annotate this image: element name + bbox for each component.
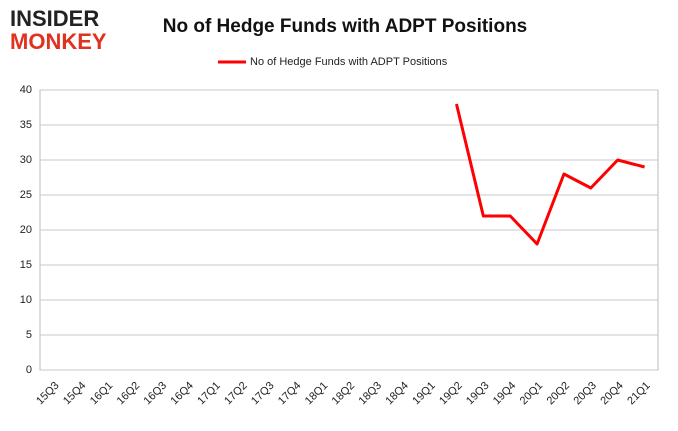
y-tick-label: 35 [20,119,32,131]
y-tick-label: 30 [20,154,32,166]
y-tick-label: 10 [20,294,32,306]
y-tick-label: 5 [26,329,32,341]
chart-title: No of Hedge Funds with ADPT Positions [163,16,528,37]
y-tick-label: 40 [20,84,32,96]
logo-line2: MONKEY [10,29,107,54]
y-tick-label: 25 [20,189,32,201]
data-line [455,103,645,246]
logo-line1: INSIDER [10,6,99,31]
legend-label: No of Hedge Funds with ADPT Positions [250,56,448,68]
y-tick-label: 20 [20,224,32,236]
y-tick-label: 15 [20,259,32,271]
y-tick-label: 0 [26,364,32,376]
